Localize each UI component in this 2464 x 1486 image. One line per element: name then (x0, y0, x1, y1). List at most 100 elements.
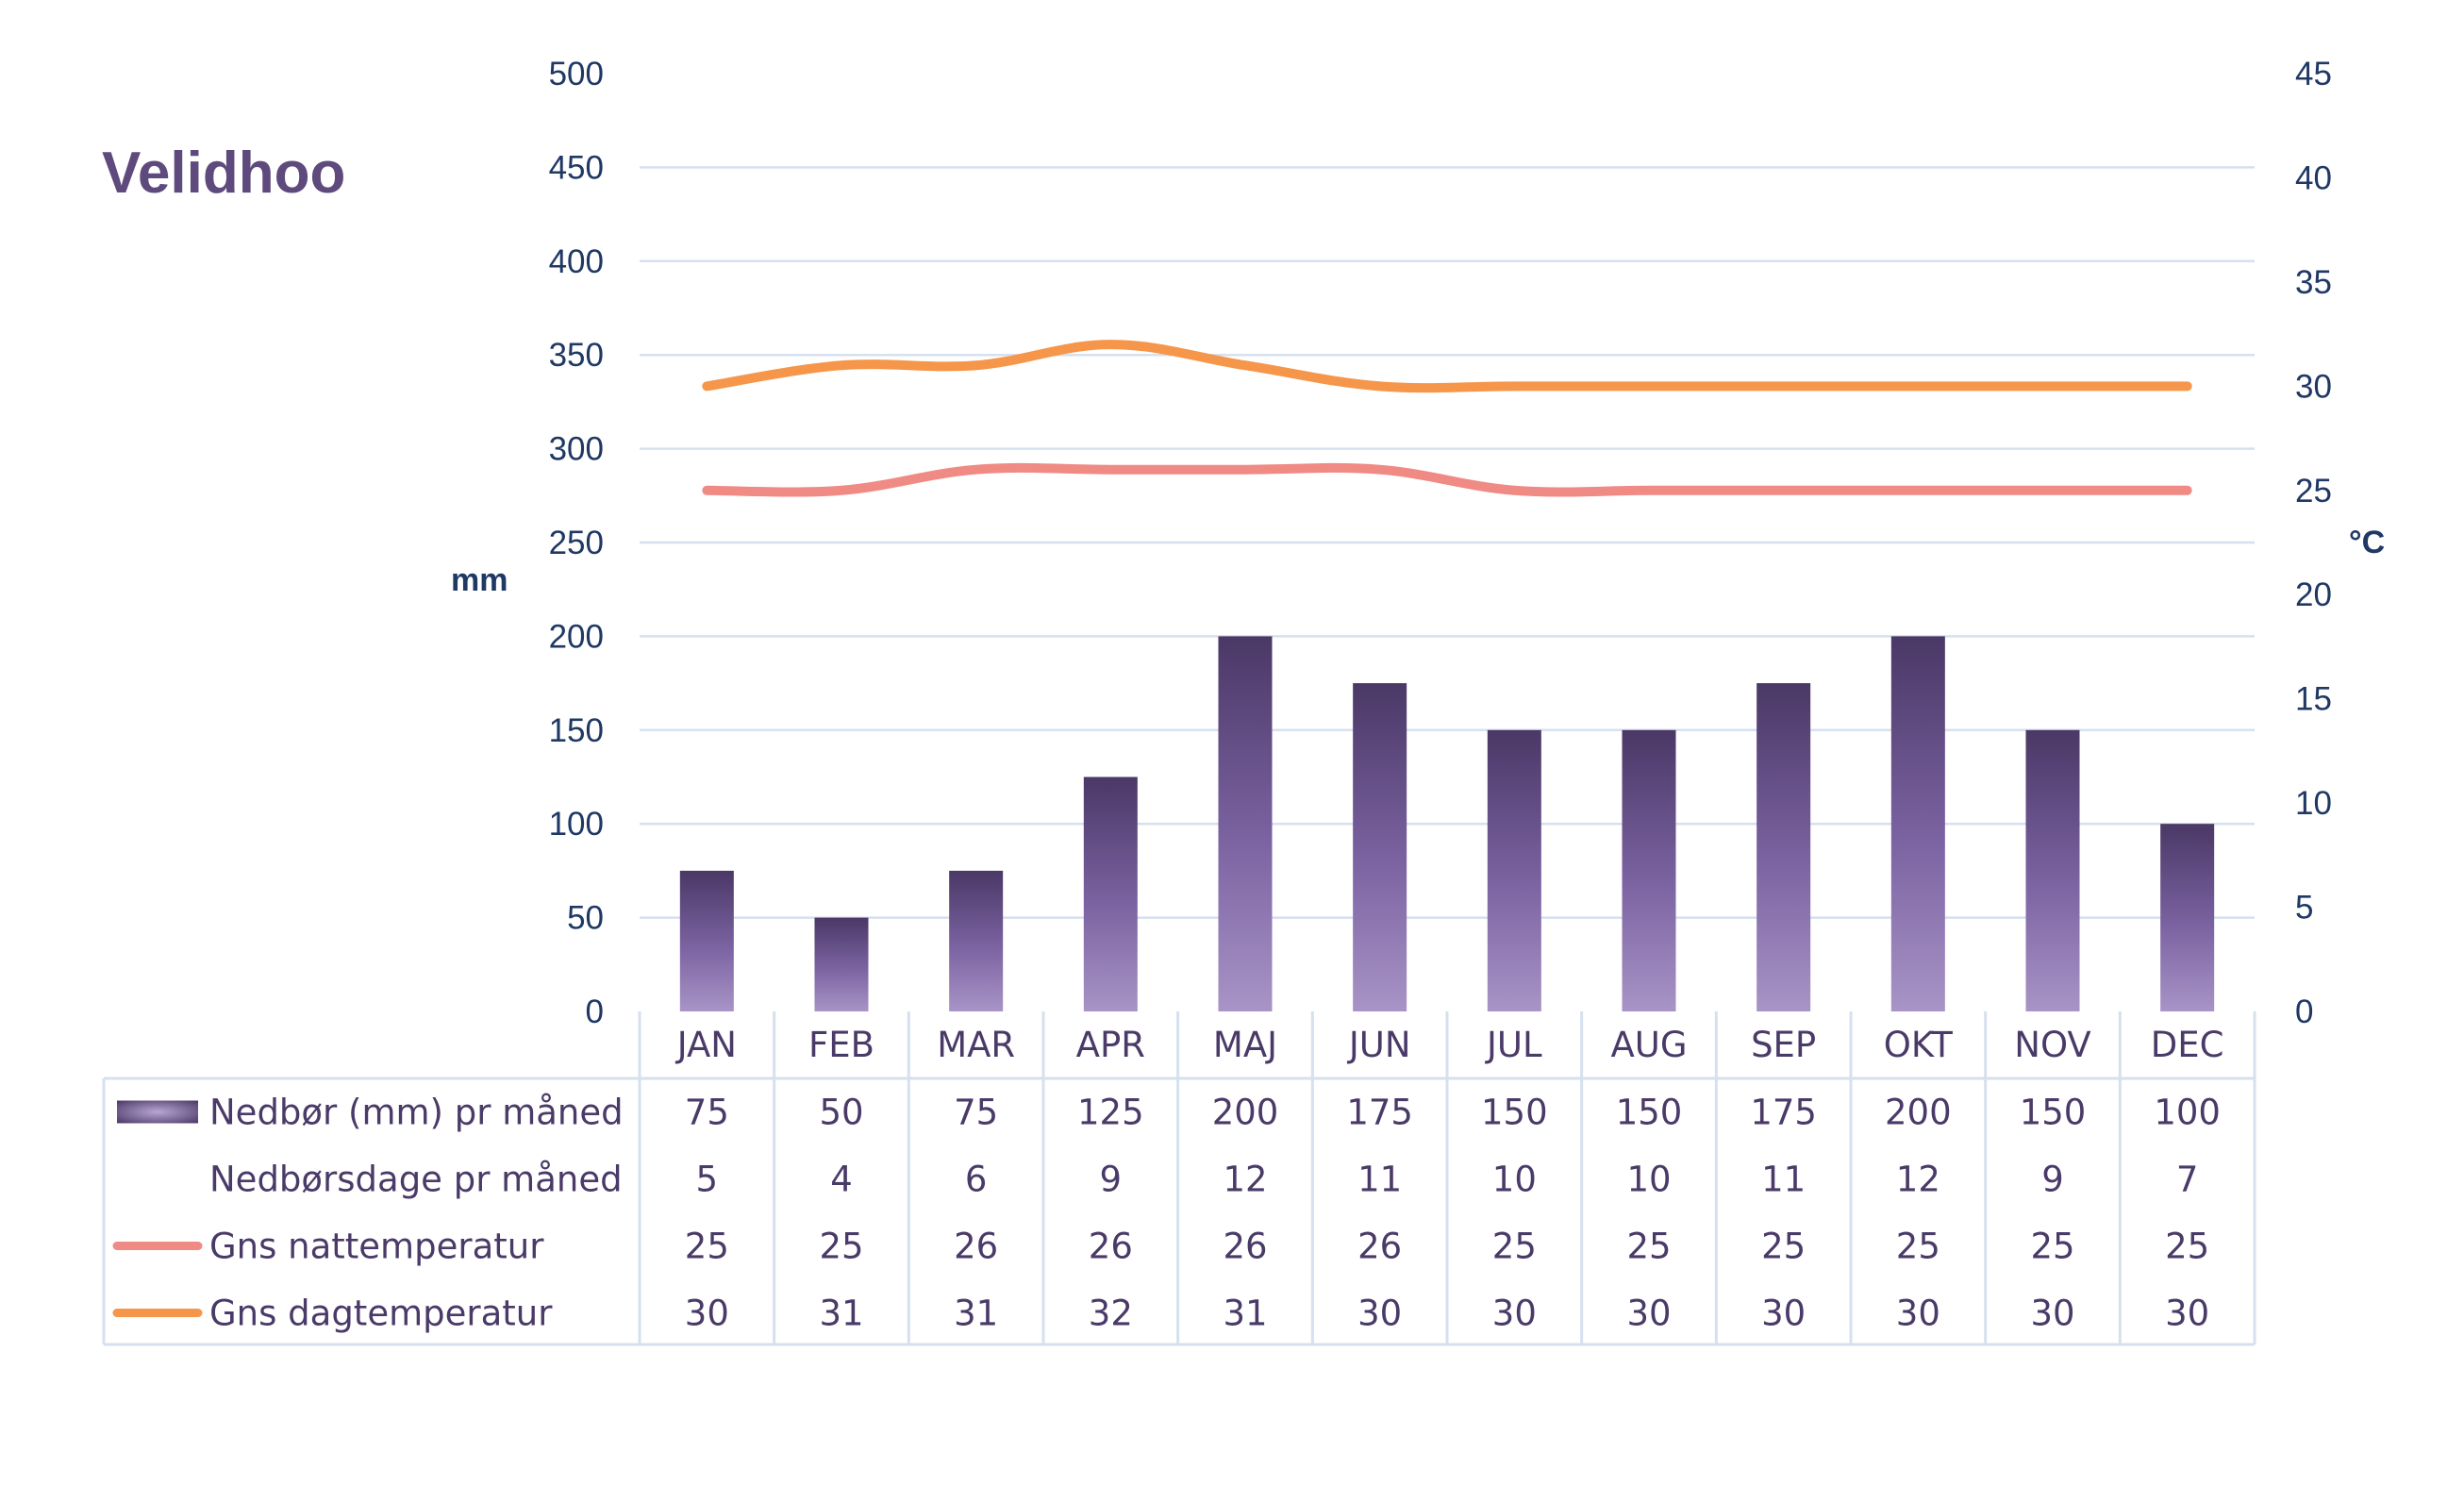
left-tick-label: 400 (549, 243, 604, 280)
table-cell: 7 (2176, 1160, 2199, 1200)
right-tick-label: 5 (2295, 890, 2313, 927)
table-cell: 30 (1492, 1294, 1537, 1334)
right-tick-label: 20 (2295, 576, 2332, 613)
precipitation-bar (2025, 729, 2080, 1011)
table-cell: 26 (1223, 1227, 1267, 1267)
table-cell: 125 (1077, 1093, 1144, 1133)
table-cell: 30 (1626, 1294, 1671, 1334)
right-tick-label: 10 (2295, 785, 2332, 822)
table-cell: 5 (696, 1160, 719, 1200)
precipitation-bar (2160, 824, 2215, 1011)
temperature-line (702, 340, 2192, 393)
left-tick-label: 200 (549, 618, 604, 655)
table-cell: 25 (685, 1227, 729, 1267)
table-cell: 32 (1089, 1294, 1133, 1334)
precipitation-bar (1353, 683, 1407, 1011)
category-label: JUN (1347, 1025, 1411, 1065)
category-label: SEP (1751, 1025, 1816, 1065)
left-axis-ticks: 0 50 100 150 200 250 300 350 400 450 500 (549, 56, 604, 1030)
category-label: JAN (675, 1025, 737, 1065)
table-cell: 12 (1896, 1160, 1940, 1200)
table-cell: 30 (685, 1294, 729, 1334)
precipitation-bar (679, 870, 734, 1011)
precipitation-bars (679, 636, 2215, 1011)
table-cell: 25 (2165, 1227, 2209, 1267)
table-cell: 75 (685, 1093, 729, 1133)
category-label: FEB (808, 1025, 874, 1065)
table-cell: 25 (1492, 1227, 1537, 1267)
table-cell: 9 (2041, 1160, 2064, 1200)
chart-title: Velidhoo (102, 141, 345, 206)
category-label: APR (1076, 1025, 1145, 1065)
precipitation-bar (1083, 776, 1138, 1011)
table-cell: 25 (1761, 1227, 1806, 1267)
series-label: Gns dagtemperatur (209, 1294, 553, 1334)
precipitation-bar (1487, 729, 1541, 1011)
right-tick-label: 15 (2295, 681, 2332, 718)
table-cell: 100 (2154, 1093, 2221, 1133)
temperature-line (702, 462, 2192, 497)
category-label: MAJ (1213, 1025, 1277, 1065)
table-cell: 150 (1616, 1093, 1683, 1133)
right-axis-ticks: 0 5 10 15 20 25 30 35 40 45 (2295, 56, 2332, 1030)
table-cell: 6 (965, 1160, 988, 1200)
left-tick-label: 500 (549, 56, 604, 92)
right-tick-label: 40 (2295, 159, 2332, 196)
table-cell: 175 (1346, 1093, 1413, 1133)
table-cell: 10 (1492, 1160, 1537, 1200)
right-tick-label: 30 (2295, 368, 2332, 405)
table-cell: 150 (2020, 1093, 2087, 1133)
precipitation-bar (1890, 636, 1945, 1011)
table-cell: 11 (1761, 1160, 1806, 1200)
right-tick-label: 25 (2295, 473, 2332, 509)
table-cell: 31 (1223, 1294, 1267, 1334)
table-cell: 25 (819, 1227, 863, 1267)
table-cell: 30 (1357, 1294, 1402, 1334)
left-axis-label: mm (451, 562, 508, 598)
series-label: Gns nattemperatur (209, 1227, 544, 1267)
right-tick-label: 35 (2295, 264, 2332, 301)
table-cell: 25 (2030, 1227, 2074, 1267)
table-cell: 26 (1357, 1227, 1402, 1267)
table-cell: 25 (1896, 1227, 1940, 1267)
table-cell: 75 (954, 1093, 998, 1133)
series-label: Nedbørsdage pr måned (209, 1160, 623, 1200)
table-cell: 4 (830, 1160, 853, 1200)
left-tick-label: 100 (549, 806, 604, 843)
left-tick-label: 50 (567, 900, 604, 937)
right-tick-label: 45 (2295, 56, 2332, 92)
table-cell: 50 (819, 1093, 863, 1133)
series-label: Nedbør (mm) pr måned (209, 1093, 624, 1133)
table-cell: 26 (1089, 1227, 1133, 1267)
right-tick-label: 0 (2295, 993, 2313, 1030)
precipitation-bar (1622, 729, 1676, 1011)
left-tick-label: 300 (549, 431, 604, 468)
table-cell: 30 (2030, 1294, 2074, 1334)
table-cell: 30 (1761, 1294, 1806, 1334)
table-cell: 31 (954, 1294, 998, 1334)
category-label: JUL (1485, 1025, 1542, 1065)
table-cell: 26 (954, 1227, 998, 1267)
left-tick-label: 150 (549, 712, 604, 749)
category-label: AUG (1610, 1025, 1687, 1065)
category-label: NOV (2014, 1025, 2090, 1065)
legend-key-bar (117, 1100, 198, 1124)
table-cell: 31 (819, 1294, 863, 1334)
category-label: OKT (1884, 1025, 1954, 1065)
gridlines (640, 166, 2255, 919)
left-tick-label: 0 (586, 993, 604, 1030)
table-cell: 200 (1885, 1093, 1952, 1133)
table-cell: 30 (2165, 1294, 2209, 1334)
table-cell: 9 (1100, 1160, 1123, 1200)
category-label: DEC (2151, 1025, 2224, 1065)
precipitation-bar (1218, 636, 1273, 1011)
table-cell: 25 (1626, 1227, 1671, 1267)
left-tick-label: 350 (549, 337, 604, 374)
table-cell: 11 (1357, 1160, 1402, 1200)
table-cell: 175 (1750, 1093, 1817, 1133)
table-cell: 200 (1212, 1093, 1279, 1133)
left-tick-label: 450 (549, 149, 604, 186)
precipitation-bar (1756, 683, 1811, 1011)
table-cell: 12 (1223, 1160, 1267, 1200)
